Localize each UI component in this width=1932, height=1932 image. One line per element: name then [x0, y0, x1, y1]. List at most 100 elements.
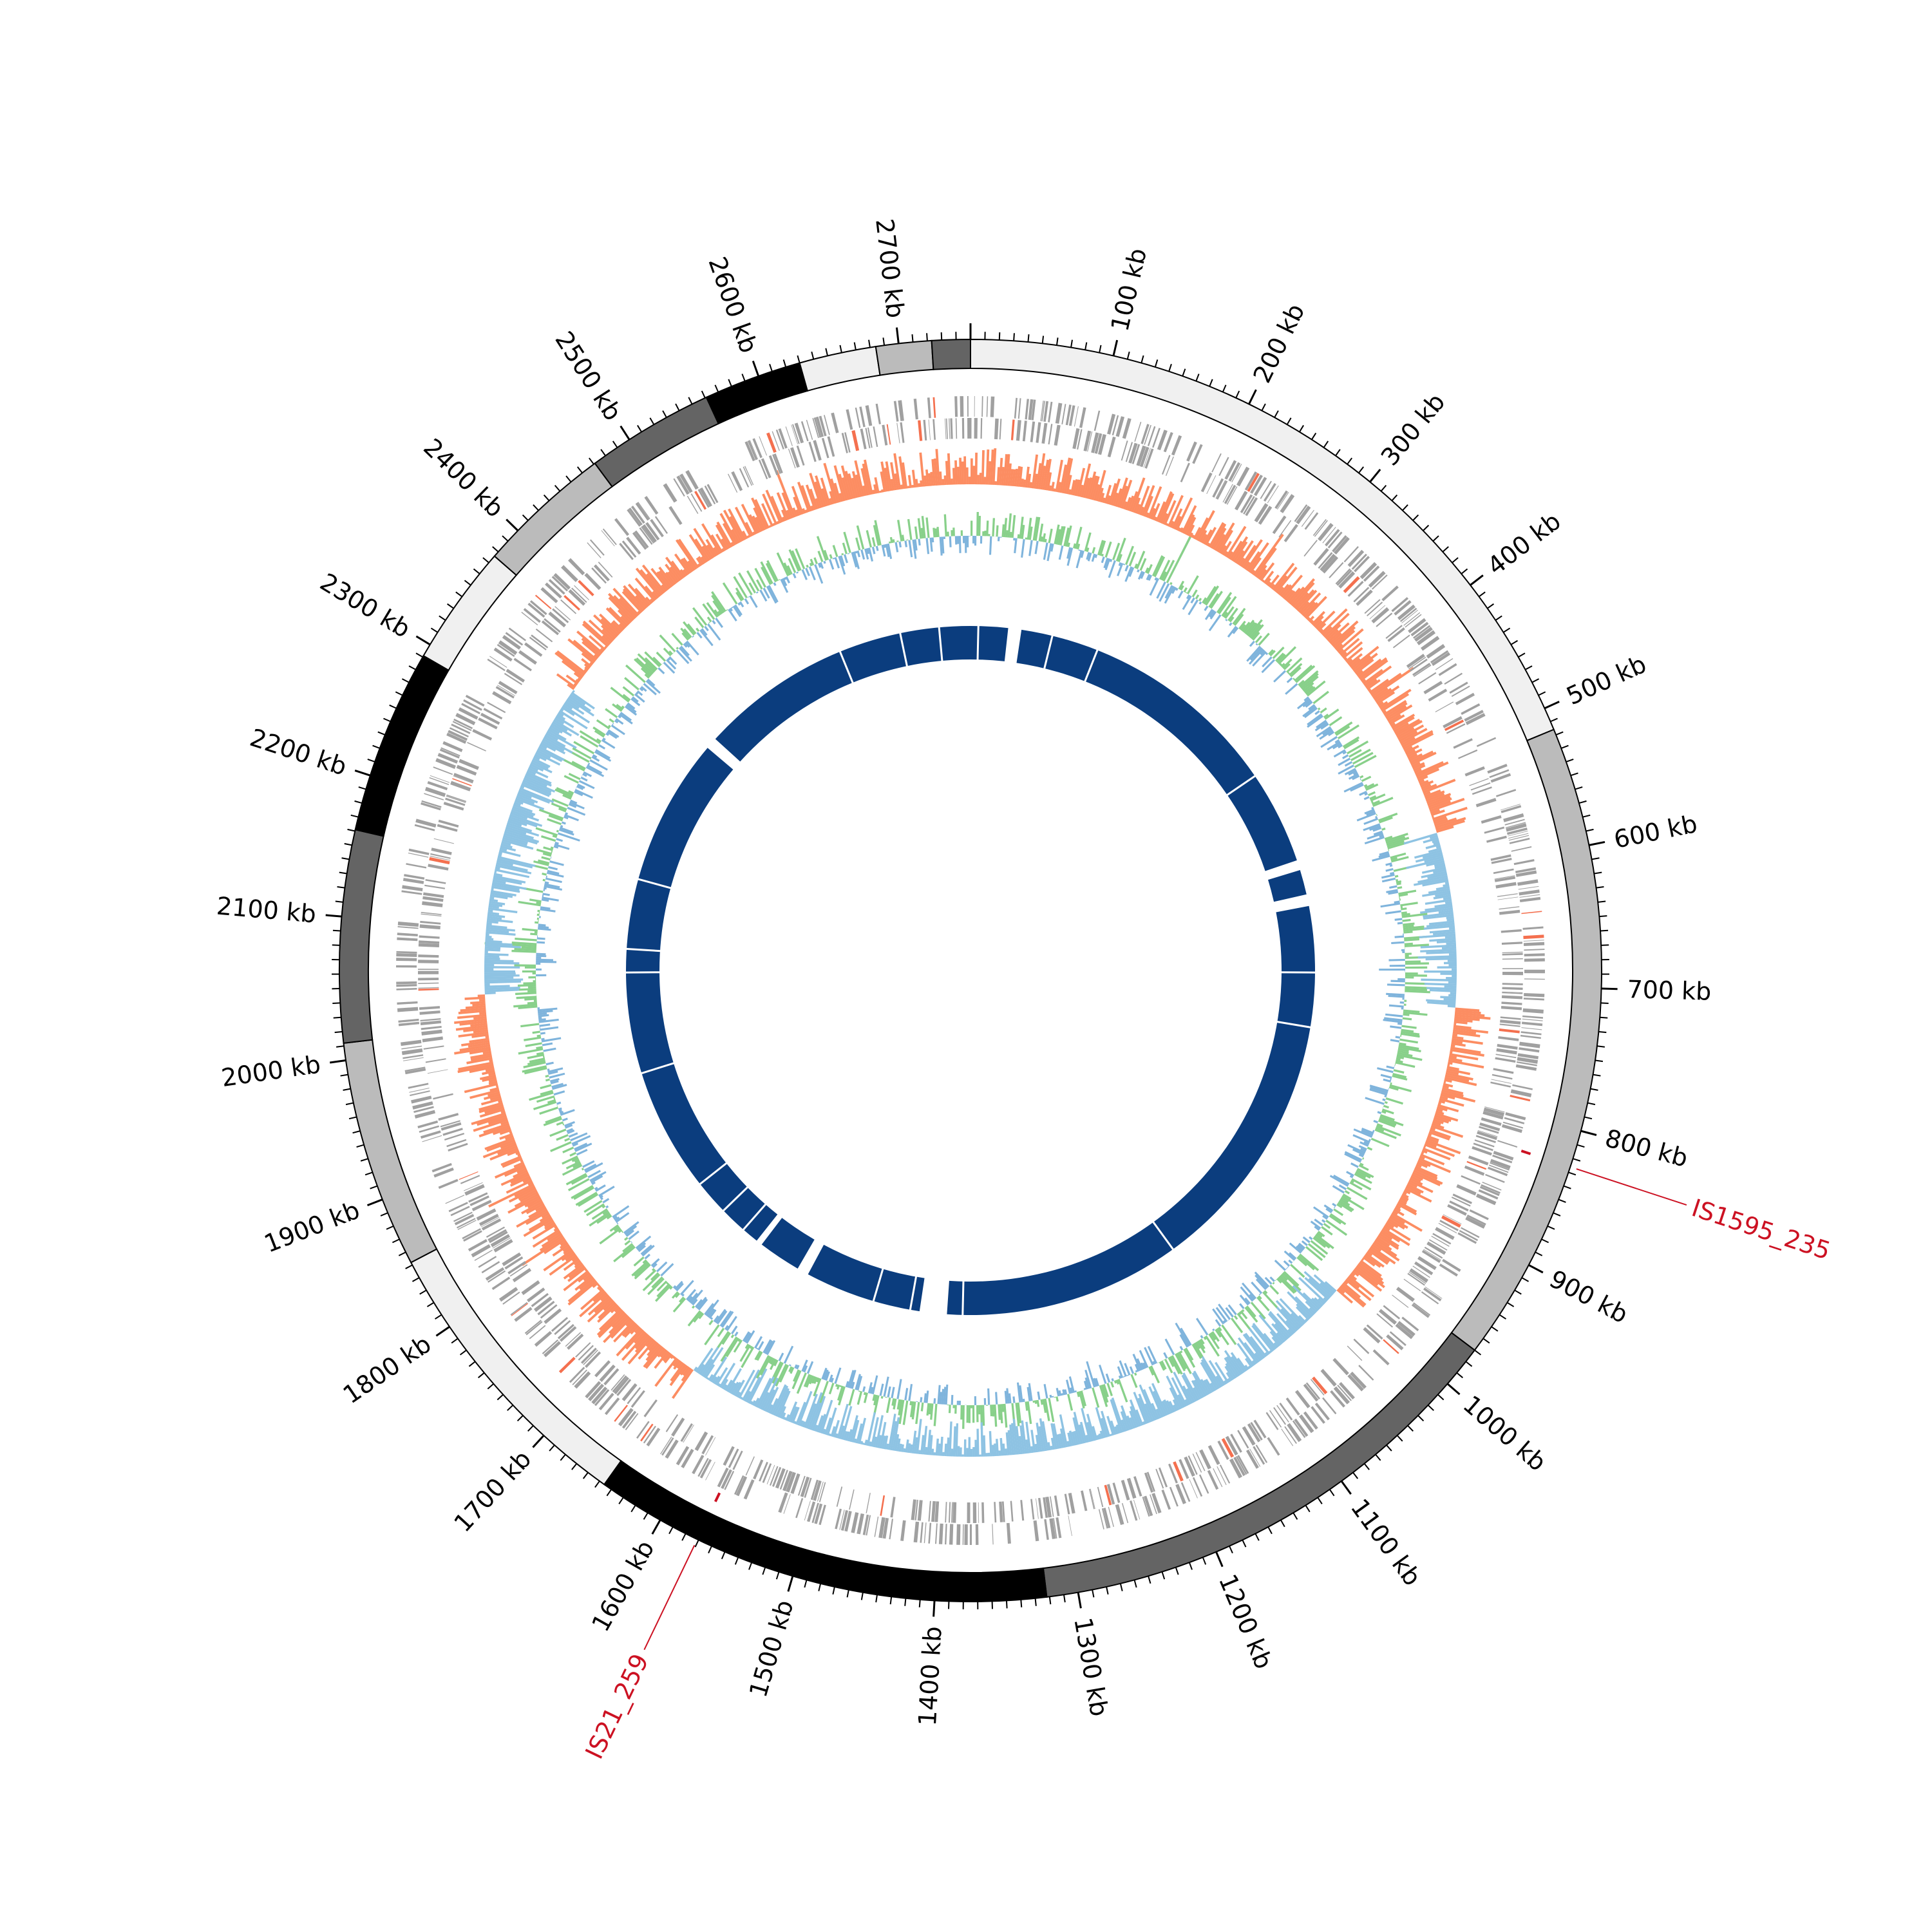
gc-skew-bar	[1106, 1416, 1115, 1436]
gc-content-bar	[984, 531, 987, 536]
gc-content-bar	[1258, 1295, 1262, 1300]
gene-feature	[681, 1448, 694, 1468]
gc-content-bar	[898, 1399, 903, 1416]
gc-skew-bar	[1414, 849, 1443, 859]
gc-content-bar	[982, 1405, 985, 1426]
gc-skew-bar	[1405, 749, 1416, 756]
gc-skew-bar	[627, 583, 649, 607]
gc-skew-bar	[614, 1306, 621, 1313]
gc-content-bar	[589, 1171, 607, 1182]
gc-content-bar	[1403, 922, 1415, 926]
gc-content-bar	[1337, 1202, 1353, 1213]
gc-skew-bar	[1444, 1076, 1477, 1086]
gc-content-bar	[635, 692, 639, 695]
gene-feature	[1475, 797, 1497, 808]
gc-content-bar	[931, 537, 934, 543]
minor-tick	[882, 337, 886, 346]
gc-skew-bar	[573, 683, 578, 687]
gc-content-bar	[1344, 761, 1353, 767]
gc-skew-bar	[489, 896, 495, 900]
gc-content-bar	[1332, 1202, 1337, 1207]
gc-skew-bar	[1403, 732, 1434, 750]
gc-skew-bar	[634, 1326, 641, 1334]
minor-tick	[430, 627, 439, 633]
major-tick	[895, 327, 900, 344]
gc-skew-bar	[630, 1325, 639, 1335]
gene-feature	[723, 1446, 735, 1466]
gc-content-bar	[1381, 1110, 1387, 1114]
gene-feature	[1143, 1495, 1153, 1517]
gc-content-bar	[627, 702, 636, 710]
gc-skew-bar	[742, 1369, 760, 1401]
minor-tick	[1175, 1567, 1179, 1575]
gc-content-bar	[722, 582, 738, 605]
gene-feature	[866, 1515, 871, 1536]
gc-content-bar	[765, 563, 777, 583]
gc-content-bar	[1104, 558, 1111, 571]
gene-feature	[1334, 536, 1350, 555]
gene-feature	[744, 441, 755, 462]
gene-feature	[425, 878, 446, 884]
minor-tick	[1133, 1580, 1137, 1588]
minor-tick	[1456, 1372, 1463, 1379]
gene-feature	[1325, 529, 1340, 547]
gene-feature	[1397, 604, 1416, 621]
gene-feature	[1477, 1131, 1498, 1141]
gene-feature	[1432, 1233, 1452, 1245]
minor-tick	[1593, 1074, 1601, 1077]
minor-tick	[1487, 603, 1494, 609]
gc-content-bar	[672, 1285, 677, 1289]
minor-tick	[386, 1225, 394, 1230]
gene-feature	[1338, 571, 1356, 589]
major-tick	[354, 770, 371, 777]
gene-feature	[927, 397, 931, 419]
gc-skew-bar	[1231, 536, 1249, 562]
gene-feature	[1253, 1446, 1265, 1465]
gene-feature	[1519, 894, 1540, 898]
gc-content-bar	[1057, 526, 1064, 545]
gene-feature	[618, 1408, 634, 1426]
minor-tick	[365, 1171, 373, 1176]
gc-content-bar	[1069, 1387, 1074, 1394]
gc-content-bar	[1074, 1390, 1077, 1393]
gene-feature	[569, 1367, 585, 1383]
gene-feature	[914, 1499, 918, 1520]
gc-skew-bar	[1453, 1029, 1477, 1035]
gene-feature	[626, 536, 641, 555]
gc-content-bar	[764, 1340, 773, 1354]
gene-feature	[913, 398, 918, 420]
gc-content-bar	[1075, 549, 1083, 569]
gc-skew-bar	[1331, 620, 1359, 646]
gene-feature	[446, 1139, 467, 1148]
gc-skew-bar	[903, 1448, 906, 1453]
gene-feature	[1356, 589, 1373, 606]
gene-feature	[844, 432, 851, 453]
gene-feature	[1493, 1068, 1514, 1074]
gc-skew-bar	[994, 1443, 997, 1457]
gc-content-bar	[536, 1052, 544, 1056]
gc-skew-bar	[1005, 1448, 1008, 1456]
gene-feature	[1322, 527, 1336, 544]
gc-skew-bar	[1091, 476, 1100, 500]
gene-feature	[461, 703, 480, 715]
gc-content-bar	[656, 1283, 670, 1298]
gene-feature	[1353, 1338, 1370, 1354]
gc-content-bar	[1191, 589, 1198, 598]
gc-content-bar	[983, 1397, 987, 1405]
gc-skew-bar	[1102, 497, 1106, 504]
gc-skew-bar	[544, 1220, 554, 1227]
minor-tick	[347, 828, 355, 832]
gc-skew-bar	[1204, 527, 1217, 546]
gc-content-bar	[548, 814, 564, 822]
gene-feature	[602, 528, 617, 545]
gc-skew-bar	[838, 1425, 845, 1439]
gc-content-bar	[639, 687, 644, 692]
gc-content-bar	[587, 764, 603, 774]
gene-feature	[397, 926, 419, 929]
gc-content-bar	[1115, 1379, 1120, 1385]
gc-content-bar	[1099, 540, 1106, 556]
gc-content-bar	[1074, 526, 1083, 549]
gene-feature	[1426, 644, 1446, 659]
gc-skew-bar	[682, 557, 694, 573]
gene-feature	[1502, 987, 1523, 990]
